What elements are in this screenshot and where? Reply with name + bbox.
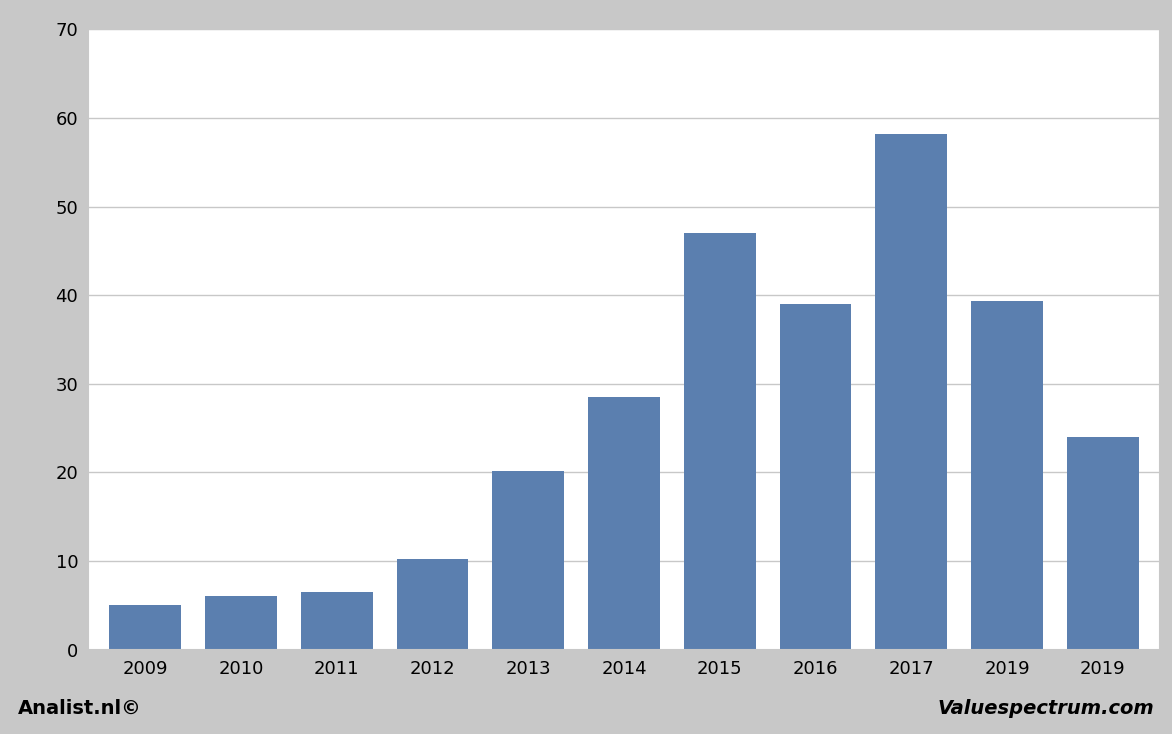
Bar <box>972 302 1043 650</box>
Bar <box>396 559 469 650</box>
Bar <box>684 233 756 650</box>
Bar <box>492 470 564 650</box>
Bar <box>1067 437 1139 650</box>
Bar <box>779 304 852 650</box>
Bar <box>205 597 277 650</box>
Text: Analist.nl©: Analist.nl© <box>18 699 142 718</box>
Bar <box>875 134 947 650</box>
Bar <box>109 606 182 650</box>
Text: Valuespectrum.com: Valuespectrum.com <box>938 699 1154 718</box>
Bar <box>588 397 660 650</box>
Bar <box>301 592 373 650</box>
